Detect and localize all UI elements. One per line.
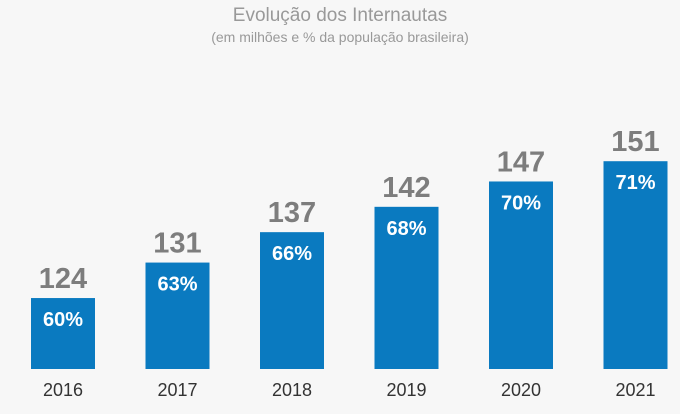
percent-label-2017: 63%	[157, 274, 197, 296]
x-tick-label-2018: 2018	[272, 380, 312, 400]
bar-2016	[31, 298, 95, 369]
x-tick-label-2017: 2017	[157, 380, 197, 400]
bar-2018	[260, 232, 324, 369]
percent-label-2021: 71%	[615, 172, 655, 194]
value-label-2018: 137	[268, 197, 316, 229]
bar-2017	[145, 262, 210, 369]
value-label-2016: 124	[39, 263, 87, 295]
bar-2021	[603, 161, 668, 369]
x-tick-label-2016: 2016	[43, 380, 83, 400]
value-label-2020: 147	[497, 146, 545, 178]
percent-label-2019: 68%	[386, 218, 426, 240]
percent-label-2020: 70%	[501, 192, 541, 214]
value-label-2017: 131	[153, 228, 201, 260]
chart-subtitle: (em milhões e % da população brasileira)	[211, 29, 469, 45]
bar-2020	[489, 181, 553, 369]
percent-label-2016: 60%	[43, 309, 83, 331]
percent-label-2018: 66%	[272, 243, 312, 265]
x-tick-label-2020: 2020	[501, 380, 541, 400]
chart-title: Evolução dos Internautas	[232, 5, 448, 26]
value-label-2019: 142	[382, 172, 430, 204]
x-tick-label-2019: 2019	[386, 380, 426, 400]
value-label-2021: 151	[611, 126, 659, 158]
x-tick-label-2021: 2021	[615, 380, 655, 400]
bar-2019	[374, 206, 439, 369]
